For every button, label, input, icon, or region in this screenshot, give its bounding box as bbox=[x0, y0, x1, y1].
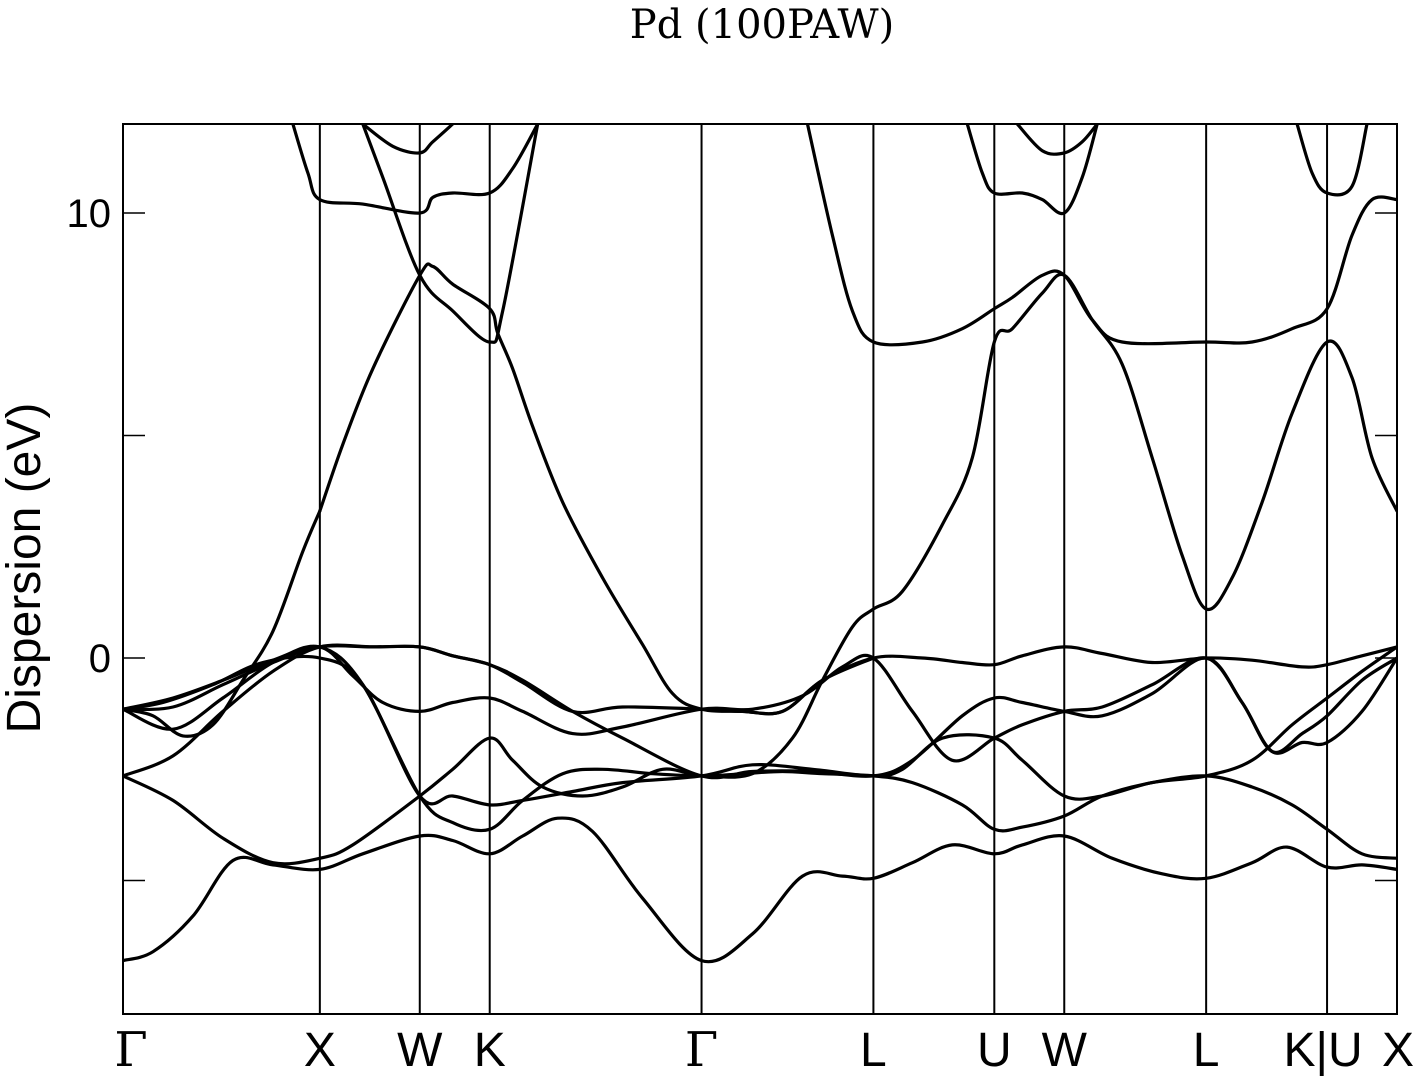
band-line-16 bbox=[1295, 124, 1369, 197]
kpoint-label: L bbox=[1193, 1024, 1220, 1077]
chart-title: Pd (100PAW) bbox=[630, 2, 894, 48]
kpoint-label: K bbox=[474, 1024, 506, 1077]
kpoint-label: U bbox=[977, 1024, 1012, 1077]
kpoint-label: K|U bbox=[1283, 1024, 1362, 1077]
band-line-15 bbox=[1015, 124, 1099, 156]
band-line-4 bbox=[123, 645, 1397, 807]
plot-frame bbox=[122, 123, 1398, 1015]
y-ticks: 10 0 bbox=[67, 192, 1397, 882]
band-line-10 bbox=[291, 124, 540, 215]
kpoint-label: W bbox=[1042, 1024, 1088, 1077]
kpoint-lines bbox=[318, 124, 1329, 1014]
band-line-14 bbox=[965, 124, 1099, 216]
band-line-1 bbox=[123, 816, 1397, 964]
kpoint-label: L bbox=[860, 1024, 887, 1077]
kpoint-label: Γ bbox=[114, 1022, 147, 1078]
kpoint-label: X bbox=[1382, 1024, 1414, 1077]
kpoint-label: X bbox=[304, 1024, 336, 1077]
bands bbox=[123, 124, 1397, 964]
y-tick-label: 10 bbox=[67, 192, 112, 236]
band-line-12 bbox=[361, 124, 540, 344]
kpoint-label: W bbox=[397, 1024, 443, 1077]
y-tick-label: 0 bbox=[89, 637, 111, 681]
y-axis-label: Dispersion (eV) bbox=[0, 403, 51, 734]
kpoint-labels: Γ X W K Γ L U W L K|U X bbox=[114, 1022, 1414, 1078]
band-line-9 bbox=[123, 509, 322, 738]
kpoint-label: Γ bbox=[685, 1022, 718, 1078]
band-line-11 bbox=[361, 124, 455, 155]
band-line-8 bbox=[318, 262, 875, 716]
band-line-13 bbox=[805, 124, 1397, 347]
